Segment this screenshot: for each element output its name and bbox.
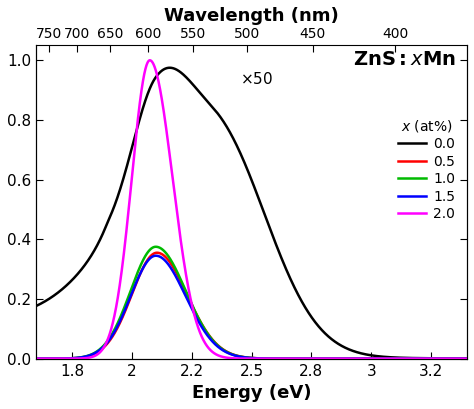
Line: 1.5: 1.5: [36, 256, 467, 359]
Line: 0.0: 0.0: [36, 68, 467, 358]
0.5: [154, 250, 160, 255]
1.0: [153, 244, 159, 249]
0.5: [82, 354, 88, 359]
1.0: [456, 356, 462, 361]
2.0: [108, 328, 114, 333]
1.5: [464, 356, 470, 361]
0.0: [456, 356, 462, 361]
Text: $\mathbf{ZnS:}$$\mathit{x}$$\mathbf{Mn}$: $\mathbf{ZnS:}$$\mathit{x}$$\mathbf{Mn}$: [354, 50, 456, 69]
0.5: [199, 321, 204, 326]
Line: 0.5: 0.5: [36, 253, 467, 359]
2.0: [410, 356, 415, 361]
0.0: [199, 92, 204, 97]
1.0: [199, 321, 204, 326]
0.5: [217, 345, 223, 350]
Line: 2.0: 2.0: [36, 60, 467, 359]
1.0: [82, 354, 88, 359]
1.5: [199, 324, 204, 329]
1.5: [410, 356, 415, 361]
1.0: [33, 356, 39, 361]
0.0: [108, 213, 114, 218]
0.0: [33, 303, 39, 308]
0.5: [464, 356, 470, 361]
2.0: [217, 354, 223, 359]
0.5: [410, 356, 415, 361]
0.0: [464, 356, 470, 361]
1.5: [153, 253, 159, 258]
2.0: [33, 356, 39, 361]
X-axis label: Wavelength (nm): Wavelength (nm): [164, 7, 339, 25]
X-axis label: Energy (eV): Energy (eV): [192, 384, 311, 402]
0.0: [410, 355, 415, 360]
1.5: [82, 354, 88, 359]
2.0: [456, 356, 462, 361]
0.5: [33, 356, 39, 361]
Text: $\times$50: $\times$50: [239, 71, 273, 87]
1.0: [410, 356, 415, 361]
2.0: [464, 356, 470, 361]
0.5: [108, 337, 114, 342]
2.0: [82, 356, 88, 361]
1.5: [217, 346, 223, 351]
1.5: [108, 335, 114, 340]
1.0: [217, 345, 223, 350]
Legend: 0.0, 0.5, 1.0, 1.5, 2.0: 0.0, 0.5, 1.0, 1.5, 2.0: [396, 115, 458, 224]
2.0: [147, 58, 153, 63]
0.0: [167, 65, 173, 70]
1.0: [464, 356, 470, 361]
0.0: [82, 262, 88, 267]
2.0: [199, 334, 204, 339]
Line: 1.0: 1.0: [36, 247, 467, 359]
1.0: [108, 334, 114, 339]
0.0: [217, 114, 223, 119]
1.5: [456, 356, 462, 361]
1.5: [33, 356, 39, 361]
0.5: [456, 356, 462, 361]
